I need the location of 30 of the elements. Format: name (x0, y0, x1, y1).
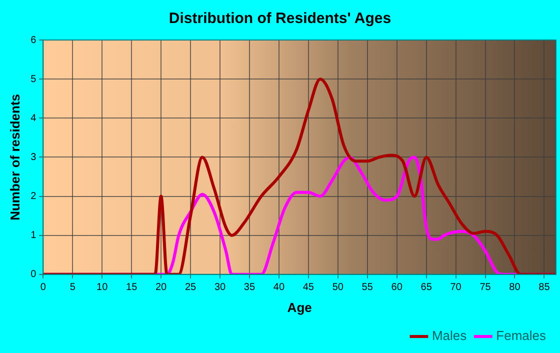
y-tick-label: 4 (30, 112, 37, 124)
x-tick-label: 65 (420, 282, 432, 294)
x-axis-title: Age (287, 300, 312, 315)
x-tick-label: 30 (214, 282, 226, 294)
x-tick-label: 15 (126, 282, 138, 294)
x-tick-label: 80 (509, 282, 521, 294)
chart-title: Distribution of Residents' Ages (168, 10, 392, 28)
y-tick-label: 0 (30, 269, 37, 280)
y-tick-label: 2 (30, 191, 37, 202)
legend-label: Males (432, 328, 468, 344)
x-tick-label: 40 (273, 282, 285, 294)
x-tick-label: 60 (391, 282, 403, 294)
y-axis-title: Number of residents (7, 94, 22, 220)
y-tick-label: 1 (30, 230, 37, 242)
x-tick-label: 75 (480, 282, 492, 294)
x-tick-label: 70 (450, 282, 462, 294)
legend-label: Females (496, 328, 546, 344)
x-tick-label: 35 (244, 282, 256, 294)
x-tick-label: 55 (362, 282, 374, 294)
x-tick-label: 0 (40, 282, 46, 294)
x-tick-label: 5 (70, 282, 76, 294)
x-tick-label: 50 (332, 282, 344, 294)
y-tick-label: 5 (30, 74, 37, 85)
x-tick-label: 10 (96, 282, 108, 294)
y-tick-label: 6 (30, 34, 37, 46)
x-tick-label: 45 (302, 282, 314, 294)
x-tick-label: 85 (538, 282, 550, 294)
y-tick-label: 3 (30, 152, 37, 163)
x-tick-label: 20 (155, 282, 168, 294)
x-tick-label: 25 (184, 282, 197, 294)
